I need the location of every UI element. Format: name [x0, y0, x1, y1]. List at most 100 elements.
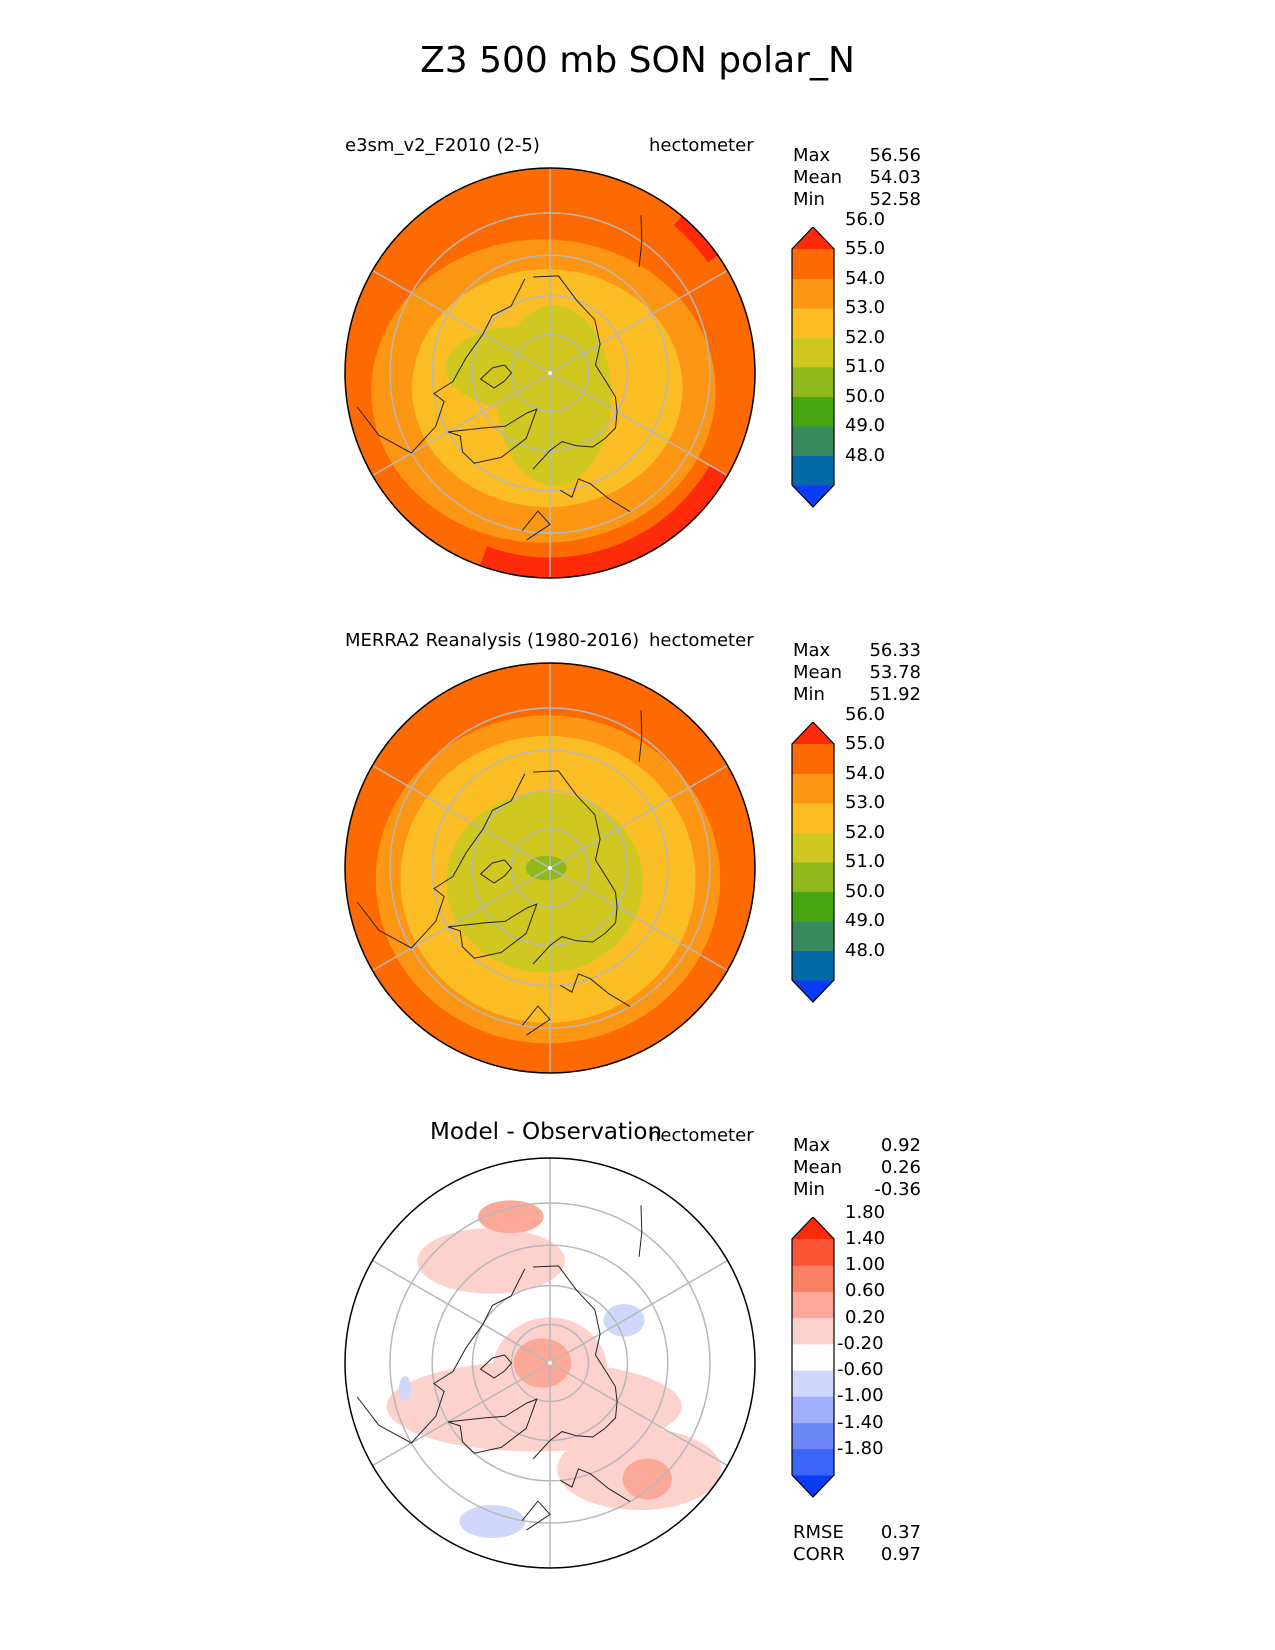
coastline — [479, 364, 513, 389]
coastline — [638, 1205, 643, 1257]
corr-label: CORR — [793, 1544, 845, 1565]
colorbar-tick-label: 51.0 — [845, 851, 886, 872]
meridian-line — [549, 764, 728, 869]
colorbar-segment — [792, 950, 834, 981]
meridian-line — [372, 269, 551, 374]
colorbar-extend-max — [792, 1217, 834, 1239]
pole-marker — [548, 1361, 552, 1365]
colorbar-tick-label: -1.40 — [837, 1411, 884, 1433]
colorbar-tick-label: 1.00 — [845, 1254, 886, 1276]
meridian-line — [372, 1259, 551, 1364]
colorbar-segment — [792, 773, 834, 804]
colorbar-tick-label: -1.80 — [837, 1437, 884, 1459]
coastline — [479, 859, 513, 884]
field-region — [398, 1376, 412, 1401]
units-label: hectometer — [649, 135, 754, 156]
colorbar-tick-label: 1.80 — [845, 1201, 886, 1223]
colorbar-segment — [792, 1239, 834, 1266]
stat-min-label: Min — [793, 684, 825, 705]
stat-mean-label: Mean — [793, 662, 843, 683]
stat-max-label: Max — [793, 1135, 831, 1156]
coastline — [560, 1468, 631, 1503]
colorbar: 48.0 49.0 50.0 51.0 52.0 53.0 54.0 55.0 56.0 — [791, 209, 941, 515]
stats-box: Max 56.56 Mean 54.03 Min 52.58 — [793, 145, 921, 211]
coastline — [356, 773, 526, 949]
map-boundary — [344, 1157, 756, 1569]
field-region — [513, 1338, 572, 1388]
field-region — [445, 326, 594, 409]
panel-diff: Model - Observation hectometer Max 0.92 M… — [0, 1119, 1275, 1605]
field-region — [478, 1200, 544, 1234]
colorbar-extend-min — [792, 1475, 834, 1497]
colorbar-segment — [792, 278, 834, 309]
colorbar-segment — [792, 337, 834, 368]
field-layer — [345, 1158, 755, 1568]
field-layer — [345, 663, 755, 1073]
colorbar: -1.80 -1.40 -1.00 -0.60 -0.20 0.20 0.60 1.00 1.4… — [791, 1202, 941, 1505]
pole-marker — [548, 371, 552, 375]
colorbar-tick-label: 52.0 — [845, 326, 886, 348]
coastline — [560, 478, 631, 513]
colorbar-segment — [792, 1448, 834, 1476]
colorbar-segment — [792, 803, 834, 833]
colorbar-segment — [792, 1370, 834, 1397]
field-region — [479, 465, 728, 578]
map-boundary — [344, 662, 756, 1074]
field-region — [622, 1458, 672, 1500]
colorbar-tick-label: 50.0 — [845, 880, 886, 902]
colorbar-segment — [792, 921, 834, 951]
polar-map — [344, 662, 756, 1074]
colorbar-tick-label: 1.40 — [845, 1228, 886, 1249]
coastline — [521, 1005, 551, 1036]
meridian-line — [549, 867, 728, 972]
stat-min-value: 52.58 — [869, 189, 921, 210]
colorbar-tick-label: 56.0 — [845, 703, 886, 725]
colorbar-segment — [792, 862, 834, 892]
coastline — [560, 973, 631, 1008]
stat-max-value: 56.33 — [869, 640, 921, 661]
colorbar-tick-label: 0.60 — [845, 1280, 886, 1302]
meridian-line — [372, 1362, 551, 1467]
colorbar-extend-max — [792, 227, 834, 249]
coastline — [521, 1500, 551, 1531]
colorbar-segment — [792, 1396, 834, 1424]
stat-min-label: Min — [793, 189, 825, 210]
coastline — [638, 710, 643, 762]
meridian-line — [549, 269, 728, 374]
colorbar-tick-label: -0.60 — [837, 1359, 884, 1381]
meridian-line — [549, 372, 728, 477]
coastline — [447, 408, 538, 464]
coastline — [447, 1398, 538, 1454]
colorbar-outline — [791, 226, 835, 508]
colorbar-tick-label: 49.0 — [845, 415, 886, 436]
coastline — [447, 903, 538, 959]
colorbar-tick-label: 54.0 — [845, 762, 886, 784]
coastline — [532, 770, 618, 965]
pole-marker — [548, 866, 552, 870]
colorbar-segment — [792, 396, 834, 427]
colorbar-segment — [792, 832, 834, 863]
meridian-line — [372, 764, 551, 869]
colorbar-outline — [791, 721, 835, 1003]
field-layer — [345, 168, 755, 578]
units-label: hectometer — [649, 1125, 754, 1146]
coastline — [356, 1268, 526, 1444]
coastline — [532, 275, 618, 470]
colorbar-tick-label: 54.0 — [845, 267, 886, 289]
colorbar-tick-label: -1.00 — [837, 1385, 884, 1407]
colorbar-segment — [792, 455, 834, 486]
colorbar-tick-label: 53.0 — [845, 297, 886, 318]
field-region — [459, 1505, 526, 1538]
colorbar-extend-max — [792, 722, 834, 744]
field-region — [525, 855, 567, 881]
panel-test: e3sm_v2_F2010 (2-5) hectometer Max 56.56 … — [0, 135, 1275, 615]
stats-box: Max 56.33 Mean 53.78 Min 51.92 — [793, 640, 921, 706]
stat-mean-value: 0.26 — [880, 1157, 921, 1178]
panel-title: e3sm_v2_F2010 (2-5) — [345, 135, 540, 156]
colorbar-segment — [792, 1422, 834, 1450]
colorbar-tick-label: 53.0 — [845, 792, 886, 813]
stats-box: Max 0.92 Mean 0.26 Min -0.36 — [793, 1135, 921, 1201]
colorbar-tick-label: 52.0 — [845, 821, 886, 843]
map-boundary — [344, 167, 756, 579]
stat-max-value: 56.56 — [869, 145, 921, 166]
